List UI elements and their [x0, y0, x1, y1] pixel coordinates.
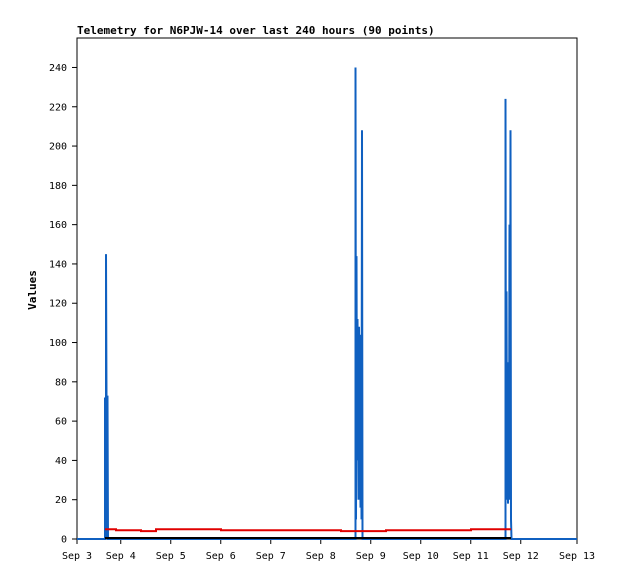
y-tick-label: 240: [49, 63, 67, 74]
series-line-1: [105, 528, 511, 533]
y-tick-label: 80: [55, 377, 67, 388]
x-tick-label: Sep 12: [503, 551, 539, 562]
y-axis-label: Values: [26, 270, 39, 310]
y-axis-ticks: 0 20 40 60 80 100 120 140 160 180 200 220 240: [49, 63, 77, 546]
x-tick-label: Sep 10: [403, 551, 439, 562]
x-tick-label: Sep 11: [453, 551, 489, 562]
x-tick-label: Sep 7: [256, 551, 286, 562]
y-tick-label: 60: [55, 417, 67, 428]
y-tick-label: 0: [61, 535, 67, 546]
x-tick-label: Sep 8: [306, 551, 336, 562]
x-tick-label: Sep 6: [206, 551, 236, 562]
x-tick-label: Sep 4: [106, 551, 136, 562]
x-axis-ticks: Sep 3 Sep 4 Sep 5 Sep 6 Sep 7 Sep 8 Sep 9 Sep 1…: [62, 539, 595, 562]
y-tick-label: 40: [55, 456, 67, 467]
y-tick-label: 20: [55, 495, 67, 506]
y-tick-label: 200: [49, 142, 67, 153]
series-layer: [77, 67, 577, 540]
x-tick-label: Sep 9: [356, 551, 386, 562]
y-tick-label: 100: [49, 338, 67, 349]
plot-frame: [76, 37, 578, 540]
y-tick-label: 120: [49, 299, 67, 310]
series-line-0: [77, 67, 577, 540]
x-tick-label: Sep 5: [156, 551, 186, 562]
y-tick-label: 180: [49, 181, 67, 192]
x-tick-label: Sep 13: [559, 551, 595, 562]
chart-title: Telemetry for N6PJW-14 over last 240 hou…: [77, 24, 435, 37]
x-tick-label: Sep 3: [62, 551, 92, 562]
y-tick-label: 140: [49, 259, 67, 270]
y-tick-label: 160: [49, 220, 67, 231]
y-tick-label: 220: [49, 102, 67, 113]
